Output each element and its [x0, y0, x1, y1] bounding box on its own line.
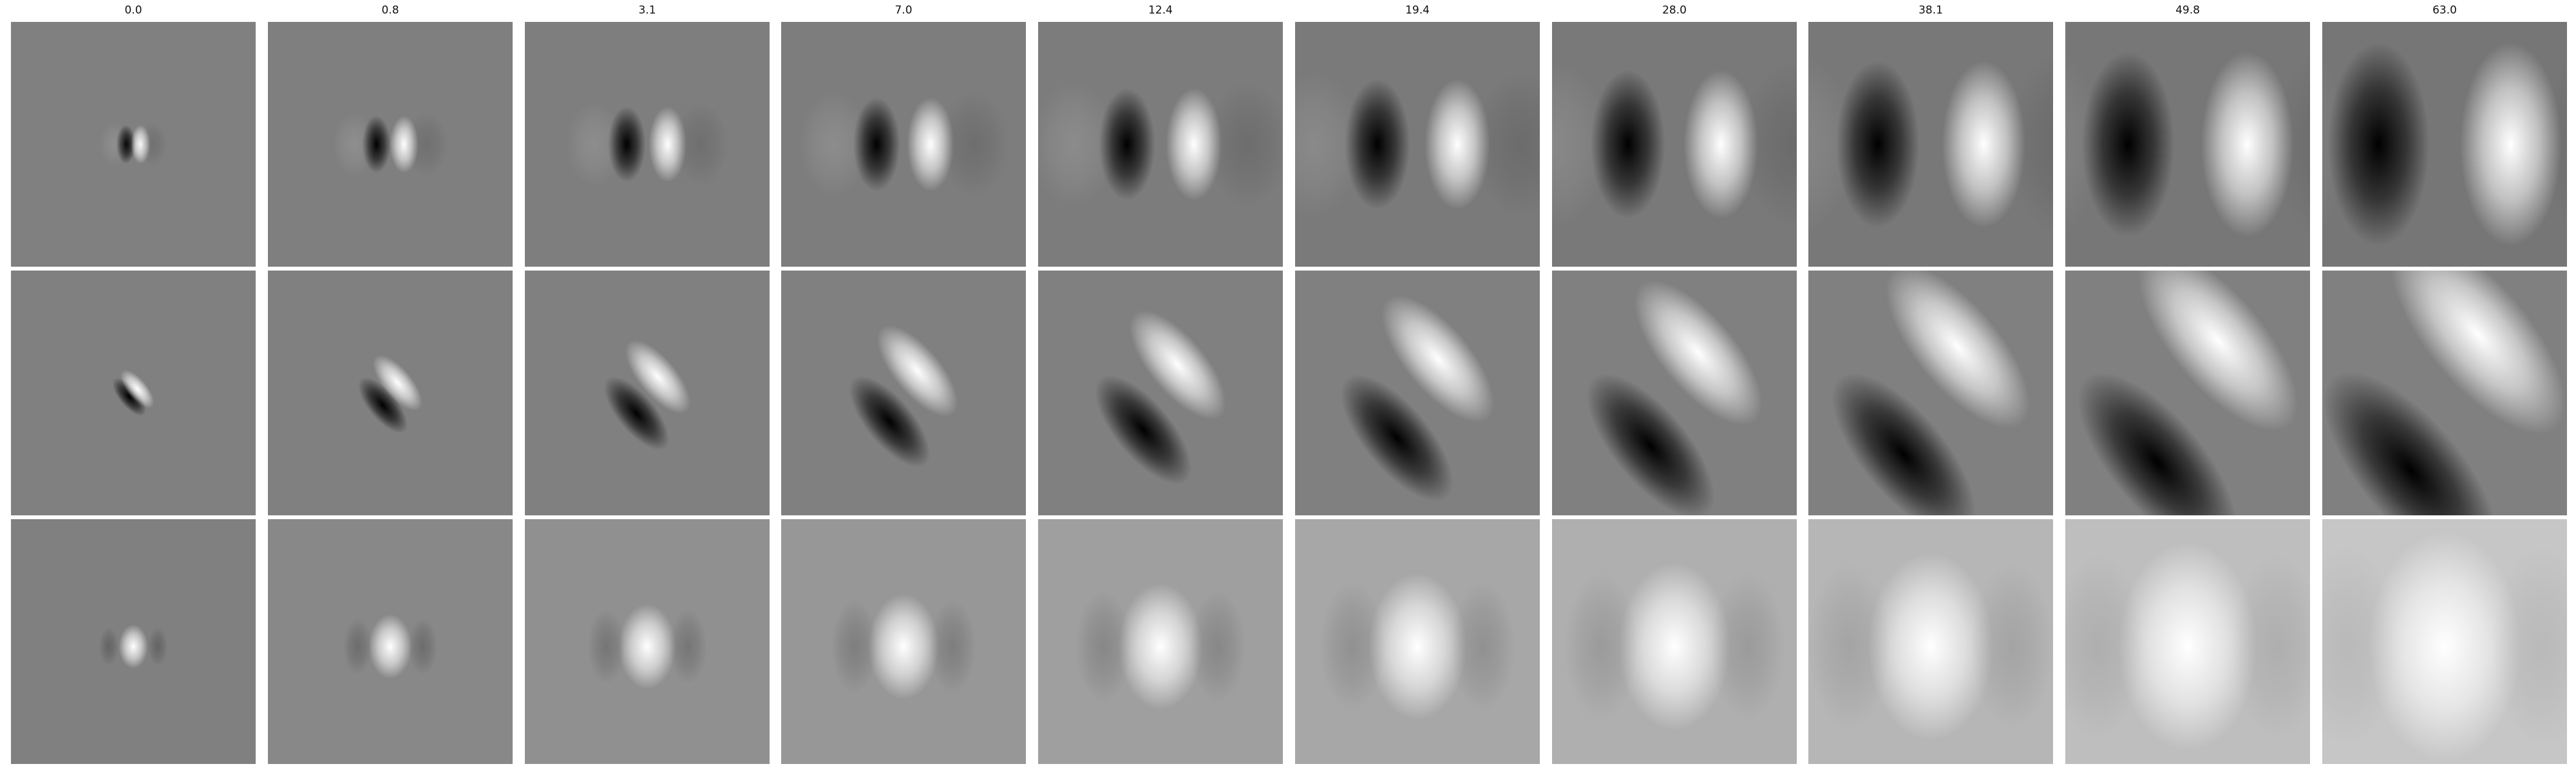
filter-image [1808, 22, 2053, 267]
filter-image [268, 519, 513, 764]
column-title: 7.0 [895, 4, 913, 17]
column-title: 38.1 [1918, 4, 1943, 17]
filter-image [1038, 519, 1283, 764]
filter-image [2065, 271, 2310, 515]
column-title: 63.0 [2432, 4, 2457, 17]
filter-image [525, 271, 770, 515]
column-title: 0.0 [124, 4, 142, 17]
filter-image [781, 22, 1026, 267]
column-title: 19.4 [1405, 4, 1430, 17]
filter-image [1295, 271, 1540, 515]
filter-image [1552, 271, 1797, 515]
filter-image [1552, 22, 1797, 267]
filter-image [781, 519, 1026, 764]
column-title-row: 0.0 0.8 3.1 7.0 12.4 19.4 28.0 38.1 49.8 63.0 [0, 0, 2576, 22]
filter-image [2065, 519, 2310, 764]
column-title: 0.8 [381, 4, 399, 17]
filter-image [1295, 22, 1540, 267]
column-title: 49.8 [2175, 4, 2200, 17]
filter-image [781, 271, 1026, 515]
filter-image [2065, 22, 2310, 267]
filter-image [1295, 519, 1540, 764]
filter-image [1552, 519, 1797, 764]
filter-image [1808, 519, 2053, 764]
filter-image [2322, 519, 2567, 764]
filter-image [1038, 271, 1283, 515]
filter-image [11, 22, 256, 267]
filter-image [1808, 271, 2053, 515]
filter-image [525, 519, 770, 764]
filter-image [268, 22, 513, 267]
column-title: 12.4 [1148, 4, 1173, 17]
filter-image [525, 22, 770, 267]
filter-image [11, 519, 256, 764]
column-title: 3.1 [638, 4, 656, 17]
filter-image [11, 271, 256, 515]
filter-image [1038, 22, 1283, 267]
filter-image [268, 271, 513, 515]
column-title: 28.0 [1662, 4, 1687, 17]
filter-image [2322, 22, 2567, 267]
filter-image [2322, 271, 2567, 515]
